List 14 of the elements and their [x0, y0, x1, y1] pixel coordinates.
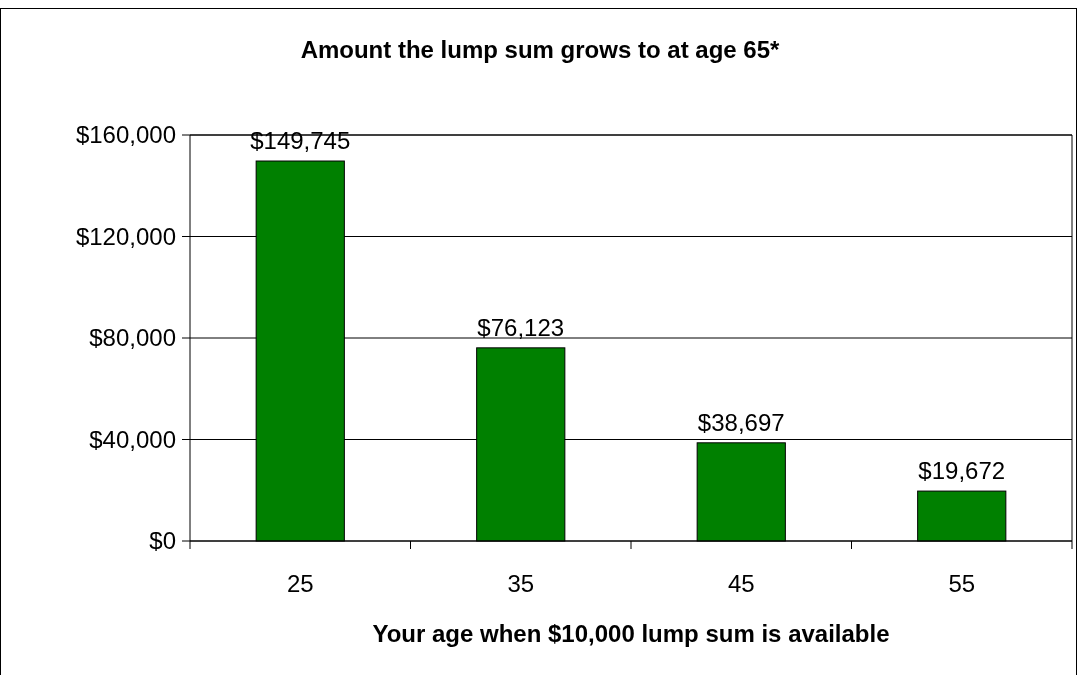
data-label: $19,672: [918, 457, 1006, 485]
x-tick-label: 55: [948, 570, 976, 597]
chart-title: Amount the lump sum grows to at age 65*: [300, 36, 781, 63]
x-axis-title: Your age when $10,000 lump sum is available: [372, 620, 890, 647]
y-tick-label: $40,000: [89, 425, 176, 453]
y-tick-label: $160,000: [75, 121, 176, 149]
data-label: $38,697: [697, 408, 785, 436]
y-tick-label: $0: [149, 527, 176, 555]
data-label: $76,123: [477, 313, 565, 341]
x-tick-label: 35: [507, 570, 535, 597]
x-tick-label: 45: [727, 570, 755, 597]
y-tick-label: $120,000: [75, 222, 176, 250]
x-tick-label: 25: [286, 570, 314, 597]
y-tick-label: $80,000: [89, 324, 176, 352]
